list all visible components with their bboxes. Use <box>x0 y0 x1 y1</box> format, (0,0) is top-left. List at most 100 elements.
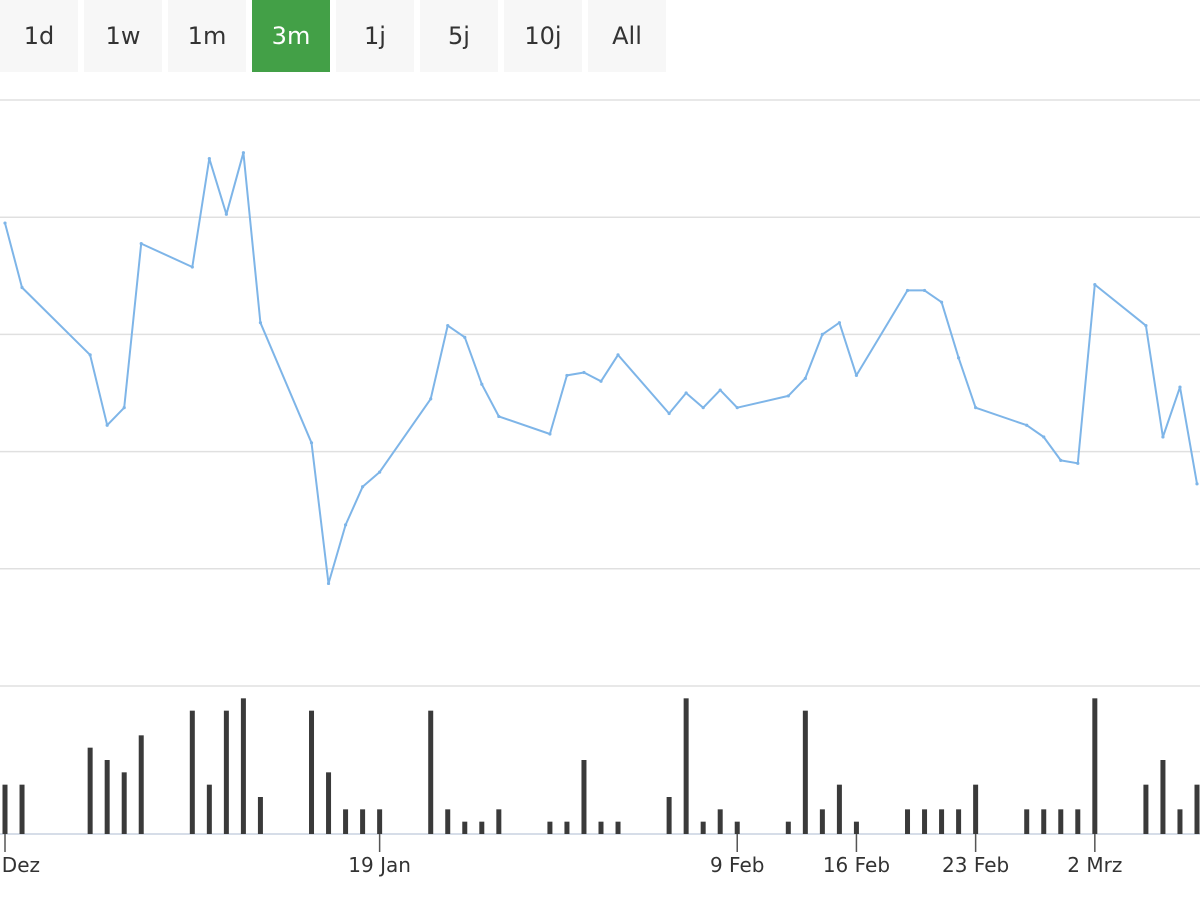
price-point <box>599 379 603 383</box>
price-point <box>361 485 365 489</box>
x-tick-label: 23 Feb <box>942 853 1009 877</box>
range-button-1m[interactable]: 1m <box>168 0 246 72</box>
range-button-10j[interactable]: 10j <box>504 0 582 72</box>
price-point <box>1042 435 1046 439</box>
volume-bar <box>939 809 945 834</box>
price-point <box>326 581 331 586</box>
volume-bar <box>819 809 825 834</box>
volume-bar <box>802 710 808 834</box>
volume-bar <box>1092 698 1098 834</box>
volume-bar <box>496 809 502 834</box>
volume-bar <box>377 809 383 834</box>
price-point <box>974 406 978 410</box>
volume-bar <box>479 821 485 834</box>
price-line-layer <box>3 151 1199 586</box>
price-point <box>446 324 450 328</box>
volume-bar <box>1177 809 1183 834</box>
range-button-5j[interactable]: 5j <box>420 0 498 72</box>
price-point <box>616 353 620 357</box>
volume-bar <box>973 784 979 834</box>
price-point <box>241 151 245 155</box>
price-point <box>378 470 382 474</box>
volume-bar <box>104 760 110 834</box>
volume-bar <box>836 784 842 834</box>
price-point <box>497 414 501 419</box>
price-point <box>582 370 586 375</box>
price-point <box>565 373 569 378</box>
volume-bar <box>1143 784 1149 834</box>
volume-bar <box>360 809 366 834</box>
price-point <box>718 388 722 392</box>
volume-bar <box>1024 809 1030 834</box>
volume-bar <box>223 710 229 834</box>
volume-bar <box>564 821 570 834</box>
range-button-3m[interactable]: 3m <box>252 0 330 72</box>
volume-bar <box>615 821 621 834</box>
x-tick-label: 19 Jan <box>348 853 411 877</box>
price-point <box>1093 282 1097 287</box>
volume-bar <box>956 809 962 834</box>
x-tick-label: 9 Feb <box>710 853 765 877</box>
x-axis: 28 Dez 19 Jan 9 Feb 16 Feb 23 Feb 2 Mrz <box>0 834 1122 877</box>
volume-bar <box>326 772 332 834</box>
volume-bar <box>309 710 315 834</box>
price-point <box>1076 461 1080 465</box>
price-point <box>905 288 910 293</box>
range-selector: 1d 1w 1m 3m 1j 5j 10j All <box>0 0 672 72</box>
volume-bar <box>1194 784 1200 834</box>
volume-bar <box>189 710 195 834</box>
volume-bar <box>343 809 349 834</box>
volume-bar <box>240 698 246 834</box>
volume-bar <box>121 772 127 834</box>
volume-bar <box>257 797 263 834</box>
price-point <box>258 321 263 325</box>
volume-bar <box>138 735 144 834</box>
x-tick-label: 28 Dez <box>0 853 40 877</box>
price-point <box>463 335 467 339</box>
volume-bar <box>598 821 604 834</box>
range-button-1j[interactable]: 1j <box>336 0 414 72</box>
price-point <box>1025 423 1029 427</box>
volume-bars <box>2 698 1200 834</box>
price-point <box>854 373 859 378</box>
volume-bar <box>445 809 451 834</box>
x-tick-label: 16 Feb <box>823 853 890 877</box>
price-point <box>684 391 688 395</box>
price-point <box>820 332 824 336</box>
price-point <box>224 212 228 216</box>
volume-bar <box>785 821 791 834</box>
volume-bar <box>462 821 468 834</box>
range-button-all[interactable]: All <box>588 0 666 72</box>
price-point <box>20 285 24 290</box>
volume-bar <box>87 747 93 834</box>
range-button-1w[interactable]: 1w <box>84 0 162 72</box>
x-tick-label: 2 Mrz <box>1067 853 1122 877</box>
price-line <box>4 151 1198 585</box>
range-button-1d[interactable]: 1d <box>0 0 78 72</box>
volume-bar <box>1041 809 1047 834</box>
price-point <box>803 376 807 380</box>
price-point <box>3 221 7 225</box>
volume-bar <box>717 809 723 834</box>
volume-bar <box>581 760 587 834</box>
price-point <box>1178 385 1182 389</box>
price-point <box>122 406 126 410</box>
volume-bar <box>922 809 928 834</box>
price-point <box>1161 435 1165 439</box>
volume-bar <box>19 784 25 834</box>
volume-bar <box>1075 809 1081 834</box>
price-point <box>88 353 92 357</box>
grid-lines <box>0 99 1200 835</box>
volume-bar <box>1160 760 1166 834</box>
volume-bar <box>428 710 434 834</box>
price-point <box>701 406 705 410</box>
volume-bar <box>734 821 740 834</box>
price-point <box>922 288 927 293</box>
price-point <box>786 394 790 398</box>
price-point <box>105 423 109 427</box>
price-point <box>309 441 314 445</box>
price-point <box>667 411 671 416</box>
price-point <box>1144 324 1148 328</box>
price-point <box>1059 458 1063 462</box>
